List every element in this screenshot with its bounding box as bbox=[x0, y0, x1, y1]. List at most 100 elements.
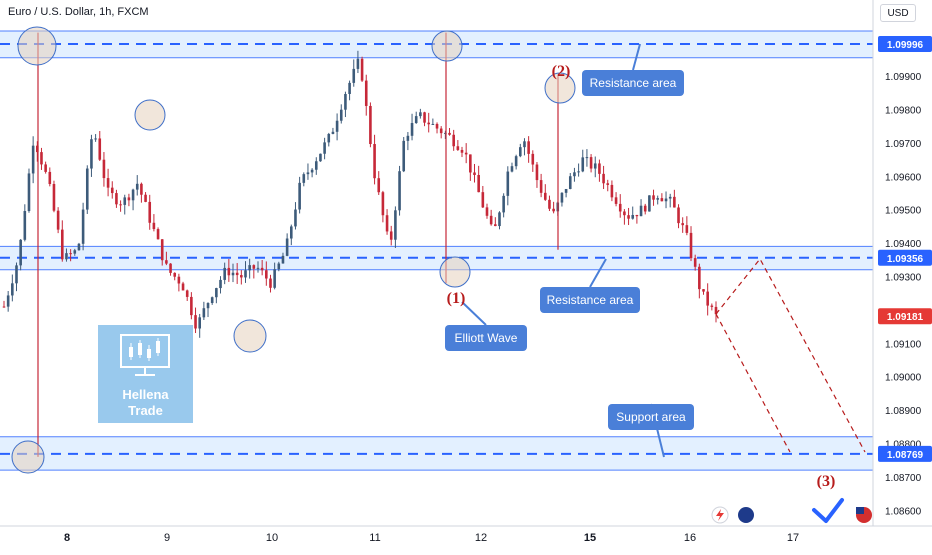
candle-body bbox=[48, 171, 52, 185]
callout-text: Elliott Wave bbox=[455, 331, 518, 345]
candle-body bbox=[73, 250, 77, 254]
candle-body bbox=[127, 197, 131, 201]
candle-body bbox=[481, 192, 485, 208]
candle-body bbox=[598, 163, 601, 174]
candle-body bbox=[635, 214, 639, 217]
level-price-tag bbox=[878, 249, 932, 266]
candle-body bbox=[677, 207, 680, 224]
candle-body bbox=[31, 145, 35, 174]
callout-pointer bbox=[589, 258, 607, 288]
candle-body bbox=[623, 211, 626, 216]
candle-body bbox=[285, 238, 289, 256]
candle-body bbox=[527, 141, 530, 154]
candle-body bbox=[652, 195, 655, 200]
candle-body bbox=[689, 232, 693, 259]
candle-body bbox=[198, 317, 201, 329]
current-price-tag bbox=[878, 308, 932, 325]
candle-body bbox=[123, 197, 127, 205]
candle-body bbox=[348, 82, 351, 94]
candle-body bbox=[206, 303, 210, 309]
candle-body bbox=[514, 156, 518, 167]
candle-body bbox=[19, 239, 22, 266]
candle-body bbox=[552, 208, 555, 212]
candle-body bbox=[210, 297, 214, 304]
candle-body bbox=[394, 210, 397, 240]
candle-body bbox=[240, 275, 243, 278]
current-price-text: 1.09181 bbox=[887, 312, 924, 323]
candle-body bbox=[227, 267, 231, 276]
zone-mid-resistance bbox=[0, 246, 873, 270]
candle-body bbox=[2, 306, 6, 308]
candle-body bbox=[664, 198, 668, 202]
candle-body bbox=[439, 128, 443, 134]
candle-body bbox=[173, 272, 177, 277]
chart-title: Euro / U.S. Dollar, 1h, FXCM bbox=[8, 6, 149, 18]
candle-body bbox=[352, 68, 356, 83]
candle-body bbox=[56, 210, 60, 230]
candle-body bbox=[706, 291, 709, 306]
wave-label: (3) bbox=[817, 473, 836, 490]
candle-body bbox=[452, 134, 455, 147]
candle-body bbox=[531, 153, 535, 165]
candle-body bbox=[106, 178, 110, 188]
candle-body bbox=[698, 266, 701, 290]
candle-body bbox=[648, 195, 651, 212]
swing-marker bbox=[431, 30, 463, 62]
candle-body bbox=[256, 267, 260, 269]
candle-body bbox=[543, 192, 547, 200]
candle-body bbox=[398, 171, 401, 211]
candle-body bbox=[60, 229, 64, 260]
candle-body bbox=[190, 296, 193, 316]
candle-body bbox=[323, 142, 326, 154]
candle-body bbox=[498, 212, 501, 227]
candle-body bbox=[710, 305, 714, 307]
candle-body bbox=[244, 270, 247, 278]
candle-body bbox=[185, 290, 189, 297]
candle-body bbox=[294, 209, 297, 227]
candle-body bbox=[156, 229, 160, 240]
candle-body bbox=[389, 231, 393, 240]
candle-body bbox=[94, 138, 97, 140]
candle-body bbox=[235, 272, 239, 276]
candle-body bbox=[6, 295, 10, 307]
callout-box bbox=[445, 325, 527, 351]
wave-label: (1) bbox=[447, 290, 466, 307]
price-tick-label: 1.08700 bbox=[885, 473, 922, 484]
callout-text: Support area bbox=[616, 410, 686, 424]
candle-body bbox=[469, 154, 472, 173]
candle-body bbox=[502, 195, 505, 213]
swing-marker bbox=[544, 72, 576, 104]
candle-body bbox=[202, 308, 206, 318]
currency-button[interactable]: USD bbox=[880, 4, 916, 22]
candle-body bbox=[369, 105, 372, 145]
watermark-logo: Hellena Trade bbox=[98, 325, 193, 423]
swing-marker bbox=[439, 256, 471, 288]
candle-body bbox=[489, 215, 493, 225]
candle-body bbox=[423, 112, 426, 123]
candle-body bbox=[140, 183, 143, 195]
candle-body bbox=[577, 171, 580, 173]
price-tick-label: 1.08600 bbox=[885, 506, 922, 517]
candle-body bbox=[269, 278, 272, 288]
candle-body bbox=[77, 243, 81, 251]
level-price-tag-text: 1.09356 bbox=[887, 254, 924, 265]
candle-body bbox=[656, 198, 660, 200]
time-tick-label: 11 bbox=[369, 532, 380, 544]
price-tick-label: 1.09900 bbox=[885, 72, 922, 83]
candle-body bbox=[385, 215, 389, 232]
time-tick-label: 8 bbox=[64, 532, 70, 544]
monitor-chart-icon bbox=[120, 334, 170, 376]
callout-box bbox=[540, 287, 640, 313]
candle-body bbox=[477, 174, 480, 193]
watermark-line2: Trade bbox=[128, 403, 163, 418]
candle-body bbox=[510, 166, 514, 172]
candle-body bbox=[568, 176, 572, 189]
candle-body bbox=[564, 188, 568, 193]
candle-body bbox=[464, 152, 468, 155]
candle-body bbox=[456, 146, 460, 150]
candle-body bbox=[152, 222, 156, 230]
projection-path-alt bbox=[715, 313, 791, 453]
candle-body bbox=[44, 164, 47, 172]
